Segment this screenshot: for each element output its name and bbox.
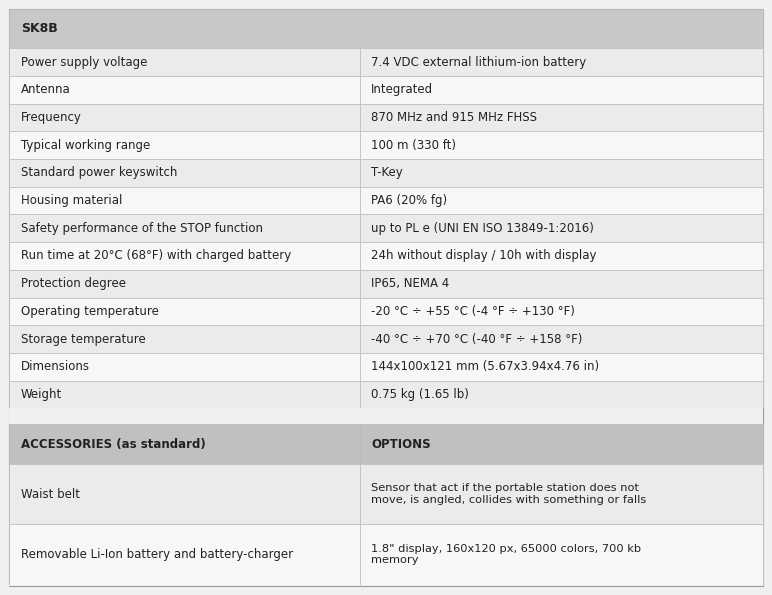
Text: 870 MHz and 915 MHz FHSS: 870 MHz and 915 MHz FHSS: [371, 111, 537, 124]
Text: Waist belt: Waist belt: [21, 487, 80, 500]
Bar: [360, 298, 763, 325]
Bar: [9, 131, 360, 159]
Bar: [360, 524, 763, 585]
Text: 24h without display / 10h with display: 24h without display / 10h with display: [371, 249, 597, 262]
Text: Weight: Weight: [21, 388, 62, 401]
Bar: [360, 464, 763, 524]
Text: Integrated: Integrated: [371, 83, 433, 96]
Bar: [360, 353, 763, 381]
Bar: [360, 424, 763, 464]
Bar: [9, 242, 360, 270]
Text: 144x100x121 mm (5.67x3.94x4.76 in): 144x100x121 mm (5.67x3.94x4.76 in): [371, 360, 599, 373]
Text: PA6 (20% fg): PA6 (20% fg): [371, 194, 447, 207]
Text: Storage temperature: Storage temperature: [21, 333, 146, 346]
Bar: [360, 325, 763, 353]
Bar: [360, 214, 763, 242]
Bar: [9, 270, 360, 298]
Bar: [9, 353, 360, 381]
Text: Protection degree: Protection degree: [21, 277, 126, 290]
Bar: [9, 298, 360, 325]
Bar: [9, 104, 360, 131]
Bar: [9, 585, 763, 586]
Bar: [360, 270, 763, 298]
Bar: [360, 48, 763, 76]
Bar: [360, 381, 763, 408]
Text: Safety performance of the STOP function: Safety performance of the STOP function: [21, 222, 262, 235]
Text: Frequency: Frequency: [21, 111, 82, 124]
Bar: [9, 187, 360, 214]
Bar: [360, 242, 763, 270]
Text: up to PL e (UNI EN ISO 13849-1:2016): up to PL e (UNI EN ISO 13849-1:2016): [371, 222, 594, 235]
Text: SK8B: SK8B: [21, 22, 58, 35]
Text: Housing material: Housing material: [21, 194, 122, 207]
Text: OPTIONS: OPTIONS: [371, 437, 431, 450]
Text: Typical working range: Typical working range: [21, 139, 150, 152]
Bar: [9, 424, 360, 464]
Text: Antenna: Antenna: [21, 83, 70, 96]
Text: Sensor that act if the portable station does not
move, is angled, collides with : Sensor that act if the portable station …: [371, 483, 646, 505]
Text: Removable Li-Ion battery and battery-charger: Removable Li-Ion battery and battery-cha…: [21, 548, 293, 561]
Text: 0.75 kg (1.65 lb): 0.75 kg (1.65 lb): [371, 388, 469, 401]
Text: T-Key: T-Key: [371, 167, 403, 179]
Text: -20 °C ÷ +55 °C (-4 °F ÷ +130 °F): -20 °C ÷ +55 °C (-4 °F ÷ +130 °F): [371, 305, 575, 318]
Bar: [360, 159, 763, 187]
Text: 7.4 VDC external lithium-ion battery: 7.4 VDC external lithium-ion battery: [371, 55, 587, 68]
Bar: [9, 9, 763, 48]
Text: Dimensions: Dimensions: [21, 360, 90, 373]
Text: ACCESSORIES (as standard): ACCESSORIES (as standard): [21, 437, 205, 450]
Text: -40 °C ÷ +70 °C (-40 °F ÷ +158 °F): -40 °C ÷ +70 °C (-40 °F ÷ +158 °F): [371, 333, 583, 346]
Bar: [9, 524, 360, 585]
Bar: [9, 48, 360, 76]
Bar: [9, 214, 360, 242]
Text: IP65, NEMA 4: IP65, NEMA 4: [371, 277, 449, 290]
Bar: [360, 76, 763, 104]
Bar: [360, 104, 763, 131]
Text: 100 m (330 ft): 100 m (330 ft): [371, 139, 456, 152]
Bar: [9, 464, 360, 524]
Bar: [360, 131, 763, 159]
Text: Power supply voltage: Power supply voltage: [21, 55, 147, 68]
Bar: [360, 187, 763, 214]
Bar: [9, 325, 360, 353]
Text: Run time at 20°C (68°F) with charged battery: Run time at 20°C (68°F) with charged bat…: [21, 249, 291, 262]
Bar: [9, 159, 360, 187]
Text: Operating temperature: Operating temperature: [21, 305, 159, 318]
Bar: [9, 381, 360, 408]
Bar: [9, 76, 360, 104]
Text: 1.8" display, 160x120 px, 65000 colors, 700 kb
memory: 1.8" display, 160x120 px, 65000 colors, …: [371, 544, 642, 565]
Bar: [9, 408, 763, 424]
Text: Standard power keyswitch: Standard power keyswitch: [21, 167, 178, 179]
